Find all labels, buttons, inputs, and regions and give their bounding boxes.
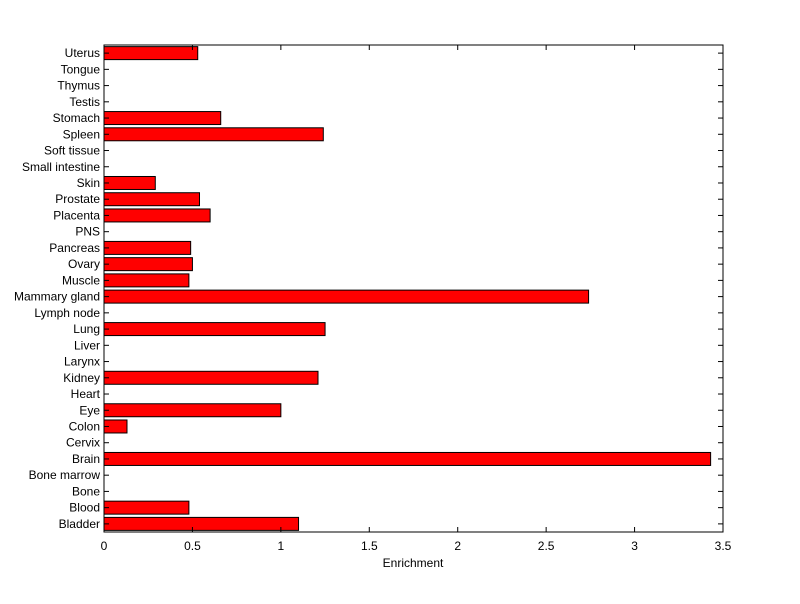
bar-stomach <box>103 111 222 126</box>
bar-eye <box>103 403 282 418</box>
y-tick-label-bladder: Bladder <box>59 517 100 531</box>
x-axis-ticks: 0 0.5 1 1.5 2 2.5 3 3.5 <box>101 45 732 553</box>
bar-ovary <box>103 257 193 272</box>
y-tick-label-cervix: Cervix <box>66 436 100 450</box>
y-tick-label-lymph-node: Lymph node <box>34 306 100 320</box>
y-tick-label-bone: Bone <box>72 484 100 498</box>
x-tick-label-2: 2 <box>454 539 461 553</box>
bar-brain <box>103 451 712 466</box>
bar-kidney <box>103 370 319 385</box>
y-tick-label-heart: Heart <box>71 387 101 401</box>
bar-blood <box>103 500 190 515</box>
y-tick-label-small-intestine: Small intestine <box>22 160 100 174</box>
y-tick-label-colon: Colon <box>69 419 100 433</box>
bar-muscle <box>103 273 190 288</box>
x-tick-label-2-5: 2.5 <box>538 539 555 553</box>
y-tick-label-soft-tissue: Soft tissue <box>44 144 100 158</box>
x-tick-label-0: 0 <box>101 539 108 553</box>
y-tick-label-larynx: Larynx <box>64 355 100 369</box>
y-tick-label-placenta: Placenta <box>53 208 100 222</box>
bar-placenta <box>103 208 211 223</box>
x-axis-label: Enrichment <box>383 556 444 570</box>
y-tick-label-skin: Skin <box>77 176 100 190</box>
y-tick-label-testis: Testis <box>69 95 100 109</box>
y-tick-label-spleen: Spleen <box>63 127 100 141</box>
bar-spleen <box>103 127 324 142</box>
y-tick-label-ovary: Ovary <box>68 257 100 271</box>
y-tick-label-eye: Eye <box>79 403 100 417</box>
bar-mammary-gland <box>103 289 590 304</box>
bar-pancreas <box>103 240 192 255</box>
y-tick-label-stomach: Stomach <box>53 111 100 125</box>
bar-prostate <box>103 192 201 207</box>
x-tick-label-3-5: 3.5 <box>715 539 732 553</box>
y-tick-label-muscle: Muscle <box>62 273 100 287</box>
plot-frame <box>103 44 724 533</box>
y-tick-label-liver: Liver <box>74 338 100 352</box>
x-tick-label-0-5: 0.5 <box>184 539 201 553</box>
y-tick-label-thymus: Thymus <box>57 79 100 93</box>
y-tick-label-blood: Blood <box>69 501 100 515</box>
bar-bladder <box>103 516 300 531</box>
y-tick-label-kidney: Kidney <box>63 371 100 385</box>
y-tick-label-uterus: Uterus <box>65 46 100 60</box>
x-tick-label-1-5: 1.5 <box>361 539 378 553</box>
y-axis-ticks: Bladder Blood Bone Bone marrow Brain Cervix Co… <box>14 46 723 531</box>
bar-skin <box>103 175 156 190</box>
y-tick-label-brain: Brain <box>72 452 100 466</box>
bar-uterus <box>103 46 199 61</box>
y-tick-label-bone-marrow: Bone marrow <box>29 468 101 482</box>
bar-lung <box>103 322 326 337</box>
y-tick-label-tongue: Tongue <box>61 62 101 76</box>
x-tick-label-1: 1 <box>278 539 285 553</box>
plot-area <box>104 45 723 532</box>
y-tick-label-pancreas: Pancreas <box>49 241 100 255</box>
y-tick-label-pns: PNS <box>75 225 100 239</box>
y-tick-label-mammary-gland: Mammary gland <box>14 290 100 304</box>
y-tick-label-lung: Lung <box>73 322 100 336</box>
x-tick-label-3: 3 <box>631 539 638 553</box>
y-tick-label-prostate: Prostate <box>55 192 100 206</box>
